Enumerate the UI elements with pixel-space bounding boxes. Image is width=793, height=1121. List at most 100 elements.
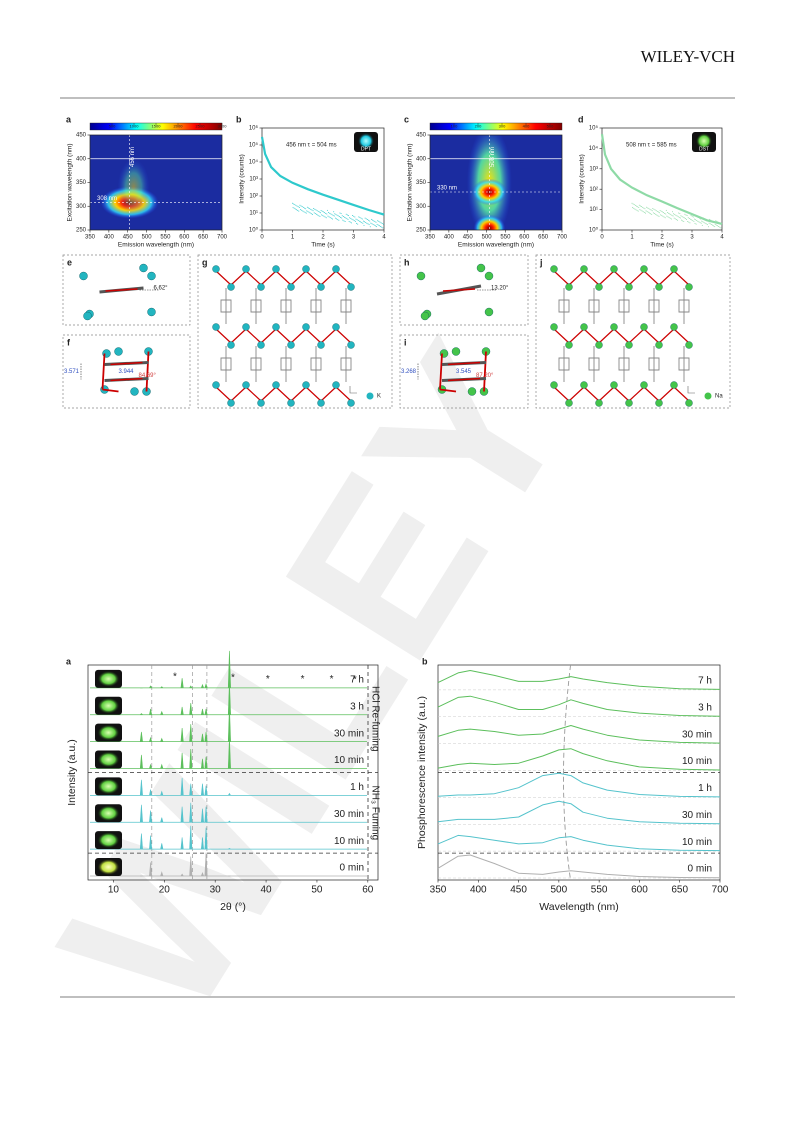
- scatter-noise: [379, 221, 381, 223]
- scatter-noise: [365, 221, 367, 223]
- ion-atom: [347, 341, 355, 349]
- framework-bond: [553, 328, 690, 344]
- ion-atom: [670, 381, 678, 389]
- ion-atom: [332, 265, 340, 273]
- peak-marker: *: [173, 672, 177, 683]
- y-tick-label: 10⁴: [249, 159, 259, 166]
- scatter-noise: [372, 219, 374, 221]
- framework-bond: [439, 351, 487, 393]
- x-tick-label: 650: [671, 885, 688, 896]
- ion-atom: [227, 341, 235, 349]
- scatter-noise: [369, 220, 371, 222]
- scatter-noise: [374, 221, 376, 223]
- scatter-noise: [350, 217, 352, 219]
- scatter-noise: [340, 216, 342, 218]
- linker: [588, 346, 600, 382]
- diffraction-peak: [149, 789, 153, 796]
- scatter-noise: [342, 219, 344, 221]
- scatter-noise: [325, 212, 327, 214]
- scatter-noise: [355, 218, 357, 220]
- diffraction-peak: [160, 763, 164, 769]
- series-label: 30 min: [334, 728, 364, 739]
- scatter-noise: [364, 217, 366, 219]
- scatter-noise: [666, 212, 668, 214]
- diffraction-peak: [160, 737, 164, 742]
- x-tick-label: 350: [430, 885, 447, 896]
- scatter-noise: [323, 215, 325, 217]
- framework-bond: [215, 270, 352, 286]
- ion-atom: [272, 265, 280, 273]
- scatter-noise: [316, 210, 318, 212]
- ion-atom: [640, 381, 648, 389]
- scatter-noise: [382, 223, 384, 225]
- ion-atom: [257, 341, 265, 349]
- scatter-noise: [645, 212, 646, 214]
- annotation: 508 nm: [490, 147, 496, 167]
- x-tick-label: 2: [660, 235, 664, 241]
- ion-atom: [595, 283, 603, 291]
- scatter-noise: [317, 210, 319, 212]
- scatter-noise: [642, 206, 644, 208]
- scatter-noise: [298, 210, 300, 212]
- scatter-noise: [312, 210, 314, 212]
- axis-glyph: [687, 386, 695, 394]
- scatter-noise: [361, 222, 363, 224]
- x-tick-label: 0: [600, 235, 604, 241]
- ion-atom: [625, 341, 633, 349]
- sample-glow: [97, 859, 120, 875]
- ion-atom: [139, 263, 148, 273]
- scatter-noise: [639, 205, 641, 207]
- scatter-noise: [687, 220, 689, 222]
- diffraction-peak: [204, 708, 208, 715]
- scatter-noise: [378, 220, 380, 222]
- scatter-noise: [654, 213, 655, 215]
- scatter-noise: [314, 213, 316, 215]
- annotation: 330 nm: [437, 186, 457, 192]
- scatter-noise: [306, 210, 308, 212]
- structure-frame: [197, 254, 393, 409]
- scatter-noise: [320, 212, 322, 214]
- scatter-noise: [708, 222, 710, 224]
- angle-label: 84.69°: [139, 373, 157, 379]
- scatter-noise: [643, 211, 645, 213]
- scatter-noise: [322, 215, 324, 217]
- scatter-noise: [321, 210, 323, 212]
- diffraction-peak: [149, 810, 153, 823]
- scatter-noise: [374, 225, 376, 227]
- ion-atom: [272, 381, 280, 389]
- scatter-noise: [663, 216, 665, 218]
- scatter-noise: [660, 214, 662, 216]
- diffraction-peak: [180, 806, 184, 823]
- ion-atom: [610, 323, 618, 331]
- scatter-noise: [681, 219, 682, 221]
- x-axis-label: 2θ (°): [220, 901, 246, 913]
- scatter-noise: [638, 206, 640, 208]
- scatter-noise: [700, 222, 702, 224]
- scatter-noise: [368, 224, 370, 226]
- sample-glow: [97, 805, 120, 822]
- scatter-noise: [335, 214, 337, 216]
- scatter-noise: [709, 218, 711, 220]
- ion-atom: [287, 341, 295, 349]
- scatter-noise: [649, 208, 651, 210]
- scatter-noise: [711, 224, 713, 226]
- x-tick-label: 600: [179, 235, 190, 241]
- scatter-noise: [344, 216, 346, 218]
- diffraction-peak: [139, 731, 143, 742]
- scatter-noise: [361, 218, 363, 220]
- scatter-noise: [689, 222, 691, 224]
- scatter-noise: [635, 209, 637, 211]
- ion-atom: [685, 399, 693, 407]
- series-label: 1 h: [698, 783, 712, 794]
- spectrum: [437, 800, 721, 825]
- scatter-noise: [647, 211, 649, 213]
- scatter-noise: [302, 210, 304, 212]
- scatter-noise: [353, 215, 355, 217]
- scatter-noise: [694, 222, 696, 224]
- ion-atom: [242, 381, 250, 389]
- ion-atom: [287, 399, 295, 407]
- series-label: 0 min: [340, 863, 364, 874]
- scatter-noise: [664, 217, 666, 219]
- panel-label: i: [404, 337, 407, 347]
- x-axis-label: Wavelength (nm): [539, 901, 619, 913]
